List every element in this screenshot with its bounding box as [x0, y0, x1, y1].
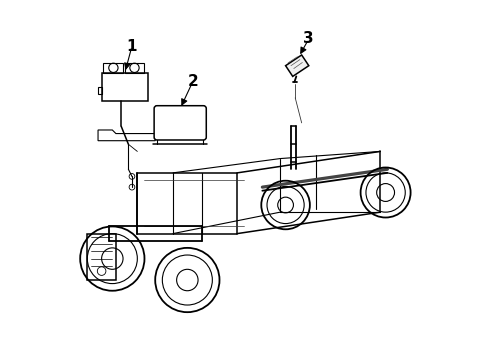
- Bar: [124, 63, 144, 73]
- FancyBboxPatch shape: [154, 106, 206, 140]
- Polygon shape: [285, 55, 308, 76]
- Bar: [103, 63, 123, 73]
- Text: 1: 1: [126, 39, 137, 54]
- Text: 2: 2: [187, 74, 198, 89]
- Text: 3: 3: [303, 31, 313, 46]
